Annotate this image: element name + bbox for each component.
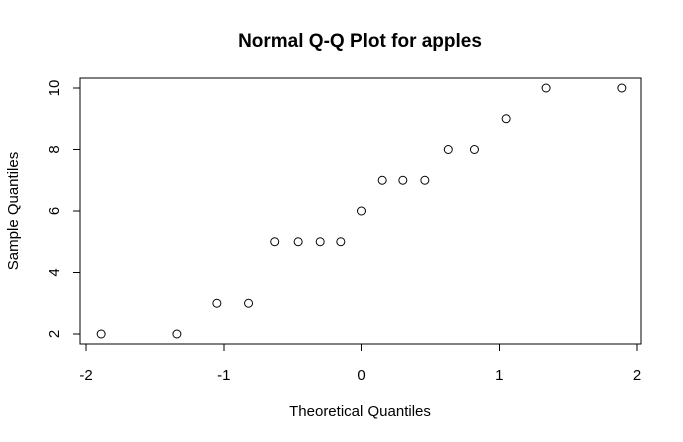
qq-point: [398, 175, 408, 185]
qq-point: [501, 114, 511, 124]
qq-point: [443, 145, 453, 154]
qq-point: [315, 237, 325, 247]
plot-frame: [79, 77, 642, 345]
y-tick-label: 2: [46, 330, 63, 338]
qq-point: [336, 237, 346, 247]
y-tick-label: 8: [46, 145, 63, 153]
y-axis: 2 4 6 8 10: [46, 80, 81, 338]
qq-point: [617, 83, 627, 93]
qq-point: [541, 83, 551, 93]
x-axis: -2 -1 0 1 2: [79, 343, 641, 384]
x-tick-label: 2: [633, 367, 641, 384]
qq-point: [469, 145, 479, 154]
x-tick-label: 0: [357, 367, 365, 384]
chart-title: Normal Q-Q Plot for apples: [238, 31, 482, 52]
qq-point: [212, 298, 222, 308]
y-tick-label: 10: [46, 80, 63, 97]
points-layer: [96, 83, 627, 339]
y-axis-label: Sample Quantiles: [5, 152, 22, 270]
qq-point: [244, 298, 254, 308]
qq-point: [270, 237, 280, 247]
y-tick-label: 4: [46, 268, 63, 276]
qq-point: [357, 206, 366, 216]
x-tick-label: -1: [217, 367, 230, 384]
qq-point: [293, 237, 303, 247]
y-tick-label: 6: [46, 207, 63, 215]
x-tick-label: 1: [495, 367, 503, 384]
qq-point: [96, 329, 106, 339]
qq-point: [420, 175, 430, 185]
x-tick-label: -2: [79, 367, 92, 384]
x-axis-label: Theoretical Quantiles: [289, 403, 431, 420]
qq-point: [172, 329, 182, 339]
qq-point: [377, 175, 387, 185]
